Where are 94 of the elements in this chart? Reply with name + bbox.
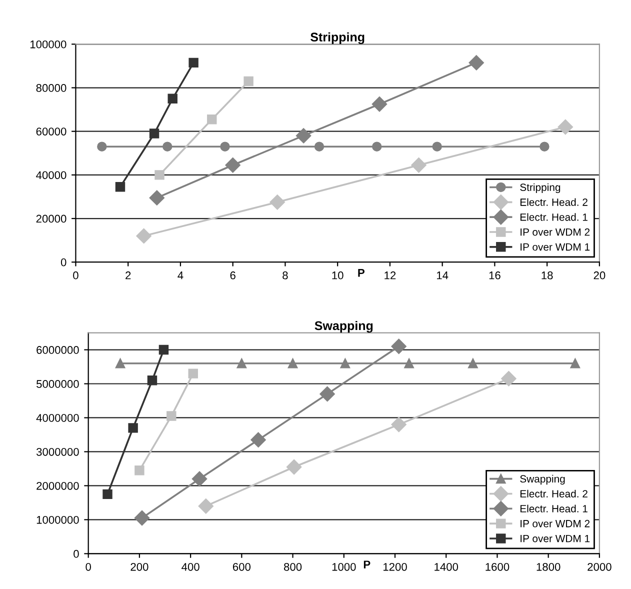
point — [149, 128, 160, 138]
x-tick-label: 1600 — [486, 562, 510, 571]
point — [558, 119, 573, 135]
y-tick-label: 3000000 — [36, 448, 79, 456]
point — [286, 459, 302, 475]
point — [270, 194, 285, 210]
y-tick-label: 60000 — [36, 128, 66, 136]
legend-label: Electr. Head. 2 — [520, 198, 588, 206]
point — [147, 375, 158, 386]
point — [198, 498, 214, 514]
point — [134, 466, 144, 476]
x-tick-label: 2 — [126, 271, 131, 280]
point — [128, 423, 138, 433]
x-tick-label: 16 — [489, 271, 500, 280]
point — [468, 55, 484, 70]
point — [340, 358, 350, 368]
x-tick-label: 2000 — [588, 562, 612, 571]
point — [188, 368, 198, 378]
x-tick-label: 6 — [230, 271, 236, 280]
y-tick-label: 6000000 — [36, 346, 79, 354]
y-tick-label: 0 — [74, 550, 79, 558]
point — [404, 358, 414, 368]
x-tick-label: 12 — [384, 271, 396, 280]
y-tick-label: 5000000 — [36, 380, 79, 388]
x-axis-title: P — [364, 560, 370, 568]
point — [391, 338, 406, 354]
point — [154, 170, 164, 180]
point — [166, 411, 176, 421]
y-tick-label: 100000 — [30, 40, 66, 48]
chart-title: Swapping — [314, 320, 373, 333]
x-tick-label: 0 — [86, 562, 91, 571]
x-tick-label: 4 — [178, 272, 184, 280]
point — [314, 142, 324, 152]
point — [296, 128, 312, 144]
legend-label: Electr. Head. 1 — [520, 504, 588, 512]
legend-label: IP over WDM 1 — [520, 243, 590, 251]
x-tick-label: 1200 — [383, 562, 407, 571]
point — [570, 358, 580, 368]
x-tick-label: 20 — [594, 271, 606, 280]
chart-title: Stripping — [310, 32, 364, 44]
x-tick-label: 10 — [332, 271, 344, 280]
x-tick-label: 1400 — [434, 562, 458, 571]
point — [391, 416, 406, 432]
y-tick-label: 20000 — [36, 214, 66, 223]
legend-label: IP over WDM 2 — [520, 520, 590, 528]
point — [250, 432, 266, 448]
point — [149, 190, 164, 206]
point — [207, 114, 217, 124]
point — [188, 58, 198, 68]
point — [468, 358, 478, 368]
point — [501, 371, 516, 386]
legend-label: Electr. Head. 1 — [520, 213, 588, 221]
point — [236, 358, 247, 368]
x-tick-label: 1800 — [536, 562, 560, 571]
point — [115, 358, 126, 368]
x-axis-title: P — [358, 269, 364, 277]
x-tick-label: 600 — [232, 562, 251, 571]
point — [136, 228, 152, 244]
y-tick-label: 80000 — [36, 84, 66, 92]
legend-label: Stripping — [520, 183, 560, 194]
x-tick-label: 8 — [282, 271, 288, 280]
point — [411, 158, 426, 173]
point — [168, 94, 178, 104]
x-tick-label: 18 — [542, 271, 553, 280]
legend-label: Electr. Head. 2 — [520, 490, 588, 498]
x-tick-label: 1000 — [332, 562, 356, 571]
point — [162, 142, 172, 152]
y-tick-label: 4000000 — [36, 414, 79, 422]
point — [372, 96, 388, 112]
legend-label: IP over WDM 1 — [520, 534, 590, 542]
point — [220, 142, 230, 152]
point — [320, 386, 335, 402]
y-tick-label: 1000000 — [36, 516, 79, 524]
point — [97, 142, 107, 152]
point — [115, 182, 126, 192]
point — [372, 142, 382, 152]
legend-label: Swapping — [520, 474, 565, 485]
point — [158, 344, 169, 355]
x-tick-label: 400 — [182, 562, 200, 571]
y-tick-label: 0 — [60, 258, 66, 266]
legend-label: IP over WDM 2 — [520, 228, 590, 236]
point — [134, 510, 150, 526]
y-tick-label: 40000 — [36, 171, 66, 180]
y-tick-label: 2000000 — [36, 482, 79, 490]
x-tick-label: 14 — [437, 272, 448, 280]
point — [432, 142, 442, 152]
x-tick-label: 200 — [130, 562, 148, 571]
point — [192, 471, 208, 486]
point — [244, 76, 254, 86]
point — [102, 489, 112, 500]
point — [225, 158, 240, 173]
point — [540, 142, 550, 152]
point — [288, 358, 298, 368]
x-tick-label: 800 — [284, 562, 302, 571]
